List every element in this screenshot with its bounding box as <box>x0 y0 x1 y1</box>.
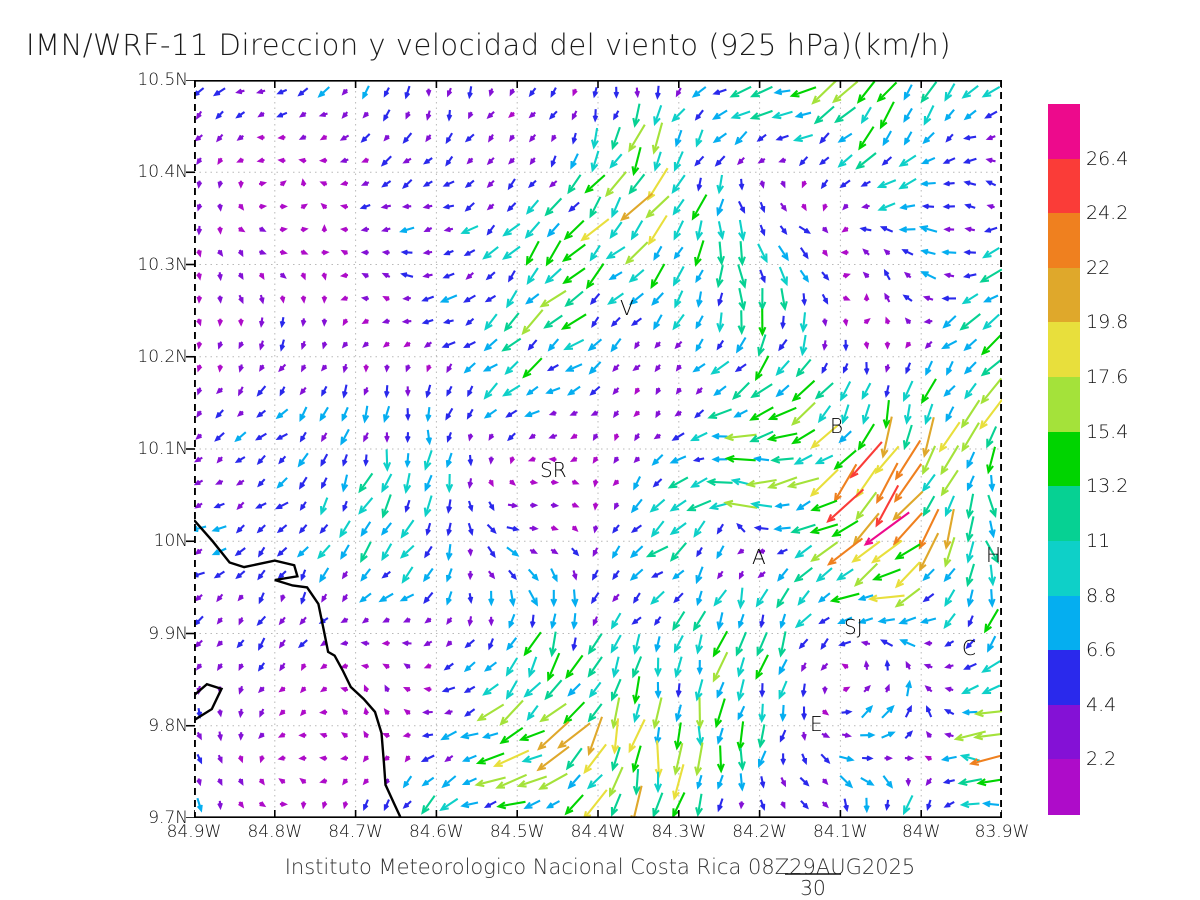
colorbar-tick-label: 22 <box>1086 256 1111 279</box>
colorbar-swatch <box>1048 486 1080 542</box>
x-tick-label: 84W <box>901 822 941 842</box>
colorbar-swatch <box>1048 704 1080 760</box>
colorbar-swatch <box>1048 540 1080 597</box>
colorbar-swatch <box>1048 267 1080 324</box>
colorbar-swatch <box>1048 104 1080 160</box>
colorbar[interactable] <box>1048 104 1080 815</box>
y-tick-label: 10.2N <box>137 346 188 367</box>
colorbar-swatch <box>1048 158 1080 214</box>
x-tick-label: 84.4W <box>570 822 626 842</box>
gridlines <box>194 80 1002 818</box>
y-tick-label: 9.7N <box>148 808 188 828</box>
x-axis-tick-labels: 84.9W 84.8W 84.7W 84.6W 84.5W 84.4W 84.3W 84.2W… <box>167 822 1030 852</box>
colorbar-tick-label: 6.6 <box>1086 639 1117 662</box>
x-tick-label: 84.5W <box>489 822 545 842</box>
colorbar-tick-label: 24.2 <box>1086 202 1129 225</box>
y-axis-ticks <box>186 80 195 818</box>
x-tick-label: 83.9W <box>974 822 1030 842</box>
colorbar-swatch <box>1048 759 1080 815</box>
x-tick-label: 84.8W <box>247 822 303 842</box>
colorbar-swatch <box>1048 650 1080 706</box>
colorbar-tick-label: 19.8 <box>1086 311 1129 334</box>
colorbar-tick-label: 13.2 <box>1086 475 1129 498</box>
y-tick-label: 10.1N <box>137 439 188 459</box>
y-tick-label: 9.9N <box>148 623 188 644</box>
x-tick-label: 84.2W <box>732 822 787 842</box>
colorbar-tick-label: 15.4 <box>1086 420 1129 443</box>
colorbar-tick-label: 4.4 <box>1086 693 1117 716</box>
colorbar-tick-label: 17.6 <box>1086 366 1129 389</box>
plot-area[interactable] <box>194 80 1002 818</box>
colorbar-swatch <box>1048 595 1080 651</box>
y-tick-label: 10.5N <box>137 70 188 90</box>
colorbar-tick-label: 11 <box>1086 529 1111 552</box>
y-axis-tick-labels: 10.5N 10.4N 10.3N 10.2N 10.1N 10N 9.9N 9.8N 9.7N <box>50 70 188 828</box>
wind-vector-field <box>194 80 1002 818</box>
plot-frame <box>194 80 1002 818</box>
colorbar-swatch <box>1048 377 1080 433</box>
colorbar-tick-label: 2.2 <box>1086 748 1117 771</box>
colorbar-swatch <box>1048 322 1080 378</box>
x-tick-label: 84.3W <box>651 822 707 842</box>
x-tick-label: 84.6W <box>409 822 464 842</box>
x-tick-label: 84.9W <box>166 822 222 842</box>
colorbar-tick-label: 26.4 <box>1086 147 1129 170</box>
x-tick-label: 84.7W <box>328 822 383 842</box>
reference-vector-icon <box>785 873 841 875</box>
y-tick-label: 10.3N <box>137 254 188 275</box>
colorbar-tick-label: 8.8 <box>1086 584 1117 607</box>
reference-vector-label: 30 <box>800 876 826 900</box>
x-tick-label: 84.1W <box>813 822 868 842</box>
coastline <box>194 519 402 818</box>
y-tick-label: 9.8N <box>148 715 188 736</box>
colorbar-swatch <box>1048 213 1080 269</box>
footer-credit: Instituto Meteorologico Nacional Costa R… <box>284 855 916 879</box>
colorbar-swatch <box>1048 431 1080 487</box>
wind-arrows <box>194 80 1002 818</box>
y-tick-label: 10N <box>153 531 188 552</box>
page-title: IMN/WRF-11 Direccion y velocidad del vie… <box>26 28 952 62</box>
colorbar-tick-labels: 26.4 24.2 22 19.8 17.6 15.4 13.2 11 8.8 6.6 4.4 2.2 <box>1086 104 1196 814</box>
y-tick-label: 10.4N <box>137 162 188 183</box>
